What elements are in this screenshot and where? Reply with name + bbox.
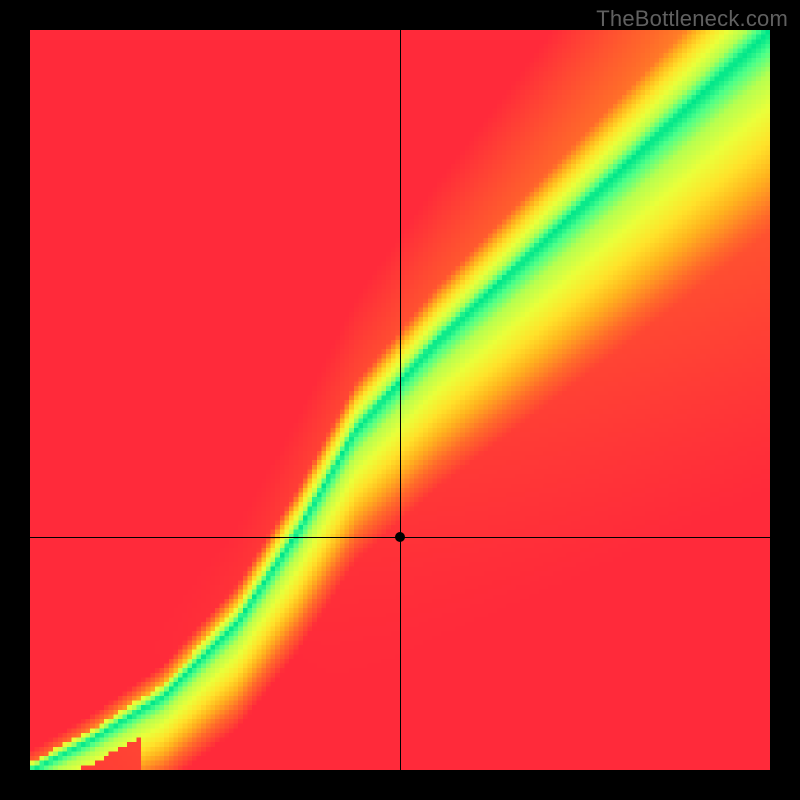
chart-container: TheBottleneck.com <box>0 0 800 800</box>
plot-area <box>30 30 770 770</box>
watermark-label: TheBottleneck.com <box>596 6 788 32</box>
crosshair-vertical <box>400 30 401 770</box>
marker-dot <box>395 532 405 542</box>
